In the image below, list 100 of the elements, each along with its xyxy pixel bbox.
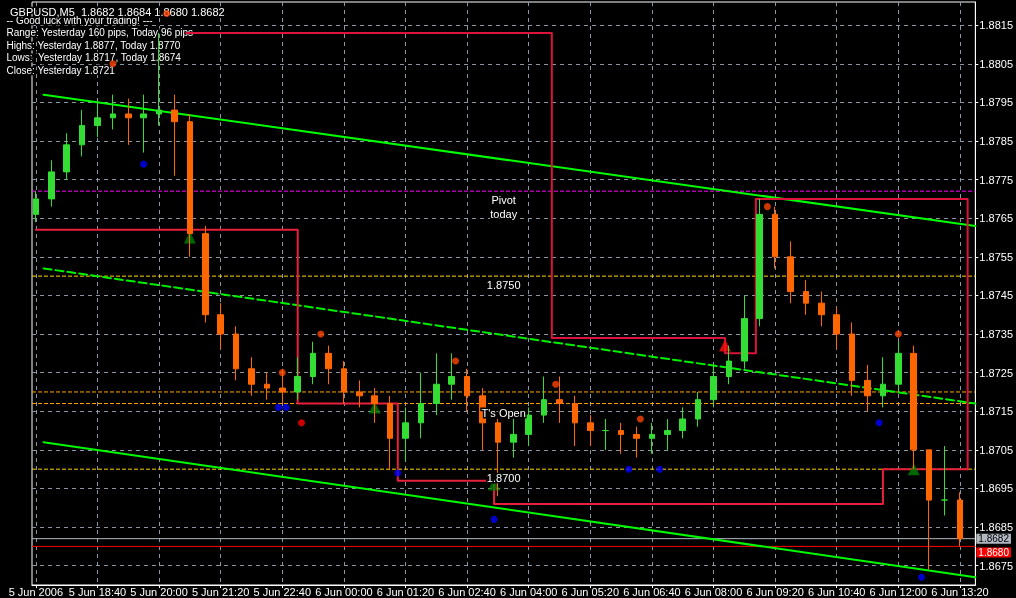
candlestick <box>202 225 209 323</box>
candlestick <box>649 422 655 455</box>
candlestick <box>772 206 778 269</box>
candlestick <box>849 321 855 397</box>
candlestick <box>818 291 825 327</box>
candlestick <box>710 364 717 408</box>
candlestick <box>941 445 948 516</box>
x-tick-label: 5 Jun 21:20 <box>191 585 250 598</box>
candlestick <box>587 414 594 447</box>
candlestick <box>264 372 270 401</box>
annotation: Close: Yesterday 1.8721 <box>6 64 116 76</box>
candlestick <box>79 109 85 157</box>
x-tick-label: 6 Jun 13:20 <box>931 585 989 598</box>
x-tick-label: 6 Jun 00:00 <box>315 585 373 598</box>
point <box>917 573 925 581</box>
point <box>282 403 290 411</box>
x-tick-label: 6 Jun 09:20 <box>746 585 804 598</box>
y-tick-label: 1.8695 <box>979 482 1014 495</box>
candlestick <box>787 240 794 304</box>
candlestick <box>864 364 871 412</box>
candlestick <box>618 422 624 455</box>
x-tick-label: 6 Jun 06:40 <box>623 585 681 598</box>
candlestick <box>525 406 532 447</box>
y-tick-label: 1.8705 <box>979 443 1014 456</box>
candlestick <box>679 406 686 439</box>
candlestick <box>356 379 363 408</box>
candlestick <box>664 418 671 451</box>
point <box>317 330 325 338</box>
point <box>625 465 633 473</box>
candlestick <box>572 395 578 447</box>
point <box>452 357 460 365</box>
y-tick-label: 1.8815 <box>979 19 1014 32</box>
candlestick <box>695 391 701 428</box>
y-tick-label: 1.8755 <box>979 250 1014 263</box>
point <box>140 160 148 168</box>
ref-line-label: 1.8680 <box>978 546 1010 558</box>
ref-line-label: Pivot today <box>490 194 518 221</box>
candlestick <box>387 395 393 470</box>
candlestick <box>248 356 255 397</box>
y-tick-label: 1.8735 <box>979 328 1014 341</box>
point <box>394 469 402 477</box>
candlestick <box>926 449 932 571</box>
candlestick <box>510 418 517 459</box>
candlestick <box>726 345 732 385</box>
candlestick <box>140 94 147 154</box>
y-tick-label: 1.8675 <box>979 559 1014 572</box>
ref-line-label: 1.8750 <box>486 279 521 292</box>
candlestick <box>402 406 409 462</box>
y-tick-label: 1.8745 <box>979 289 1014 302</box>
y-tick-label: 1.8785 <box>979 134 1014 147</box>
y-tick-label: 1.8765 <box>979 212 1014 225</box>
candlestick <box>433 352 440 416</box>
y-tick-label: 1.8775 <box>979 173 1014 186</box>
candlestick <box>294 356 301 401</box>
candlestick <box>895 341 902 393</box>
x-tick-label: 6 Jun 05:20 <box>561 585 620 598</box>
candlestick <box>310 341 316 385</box>
x-tick-label: 6 Jun 08:00 <box>684 585 743 598</box>
point <box>552 380 560 388</box>
candlestick <box>418 372 424 439</box>
y-tick-label: 1.8795 <box>979 96 1014 109</box>
ref-line-label: 1.8682 <box>978 533 1010 545</box>
y-tick-label: 1.8715 <box>979 405 1014 418</box>
candlestick <box>464 368 470 412</box>
x-tick-label: 6 Jun 12:00 <box>869 585 928 598</box>
x-tick-label: 5 Jun 18:40 <box>68 585 127 598</box>
candlestick <box>125 98 132 146</box>
candlestick <box>94 101 101 138</box>
candlestick <box>910 345 917 470</box>
point <box>894 330 902 338</box>
candlestick <box>803 279 809 316</box>
x-tick-label: 5 Jun 22:40 <box>253 585 312 598</box>
candlestick <box>633 426 640 459</box>
y-tick-label: 1.8725 <box>979 366 1014 379</box>
y-tick-label: 1.8685 <box>979 521 1014 534</box>
candlestick <box>833 306 840 350</box>
candlestick <box>33 190 39 223</box>
candlestick <box>325 345 332 385</box>
point <box>656 465 664 473</box>
candlestick <box>602 418 609 451</box>
point <box>763 203 771 211</box>
candlestick <box>957 491 963 547</box>
candlestick <box>541 376 547 424</box>
candlestick <box>880 356 886 408</box>
x-tick-label: 5 Jun 20:00 <box>130 585 188 598</box>
point <box>719 339 732 352</box>
x-tick-label: 6 Jun 10:40 <box>807 585 866 598</box>
candlestick <box>110 94 116 130</box>
x-tick-label: 5 Jun 2006 <box>8 585 64 598</box>
x-tick-label: 6 Jun 04:00 <box>499 585 558 598</box>
x-tick-label: 6 Jun 01:20 <box>376 585 435 598</box>
point <box>274 403 282 411</box>
candlestick <box>741 294 748 370</box>
point <box>875 419 883 427</box>
candlestick <box>48 159 55 208</box>
candlestick <box>233 325 239 381</box>
point <box>490 515 498 523</box>
candlestick <box>171 94 178 177</box>
point <box>298 419 306 427</box>
y-tick-label: 1.8805 <box>979 57 1014 70</box>
